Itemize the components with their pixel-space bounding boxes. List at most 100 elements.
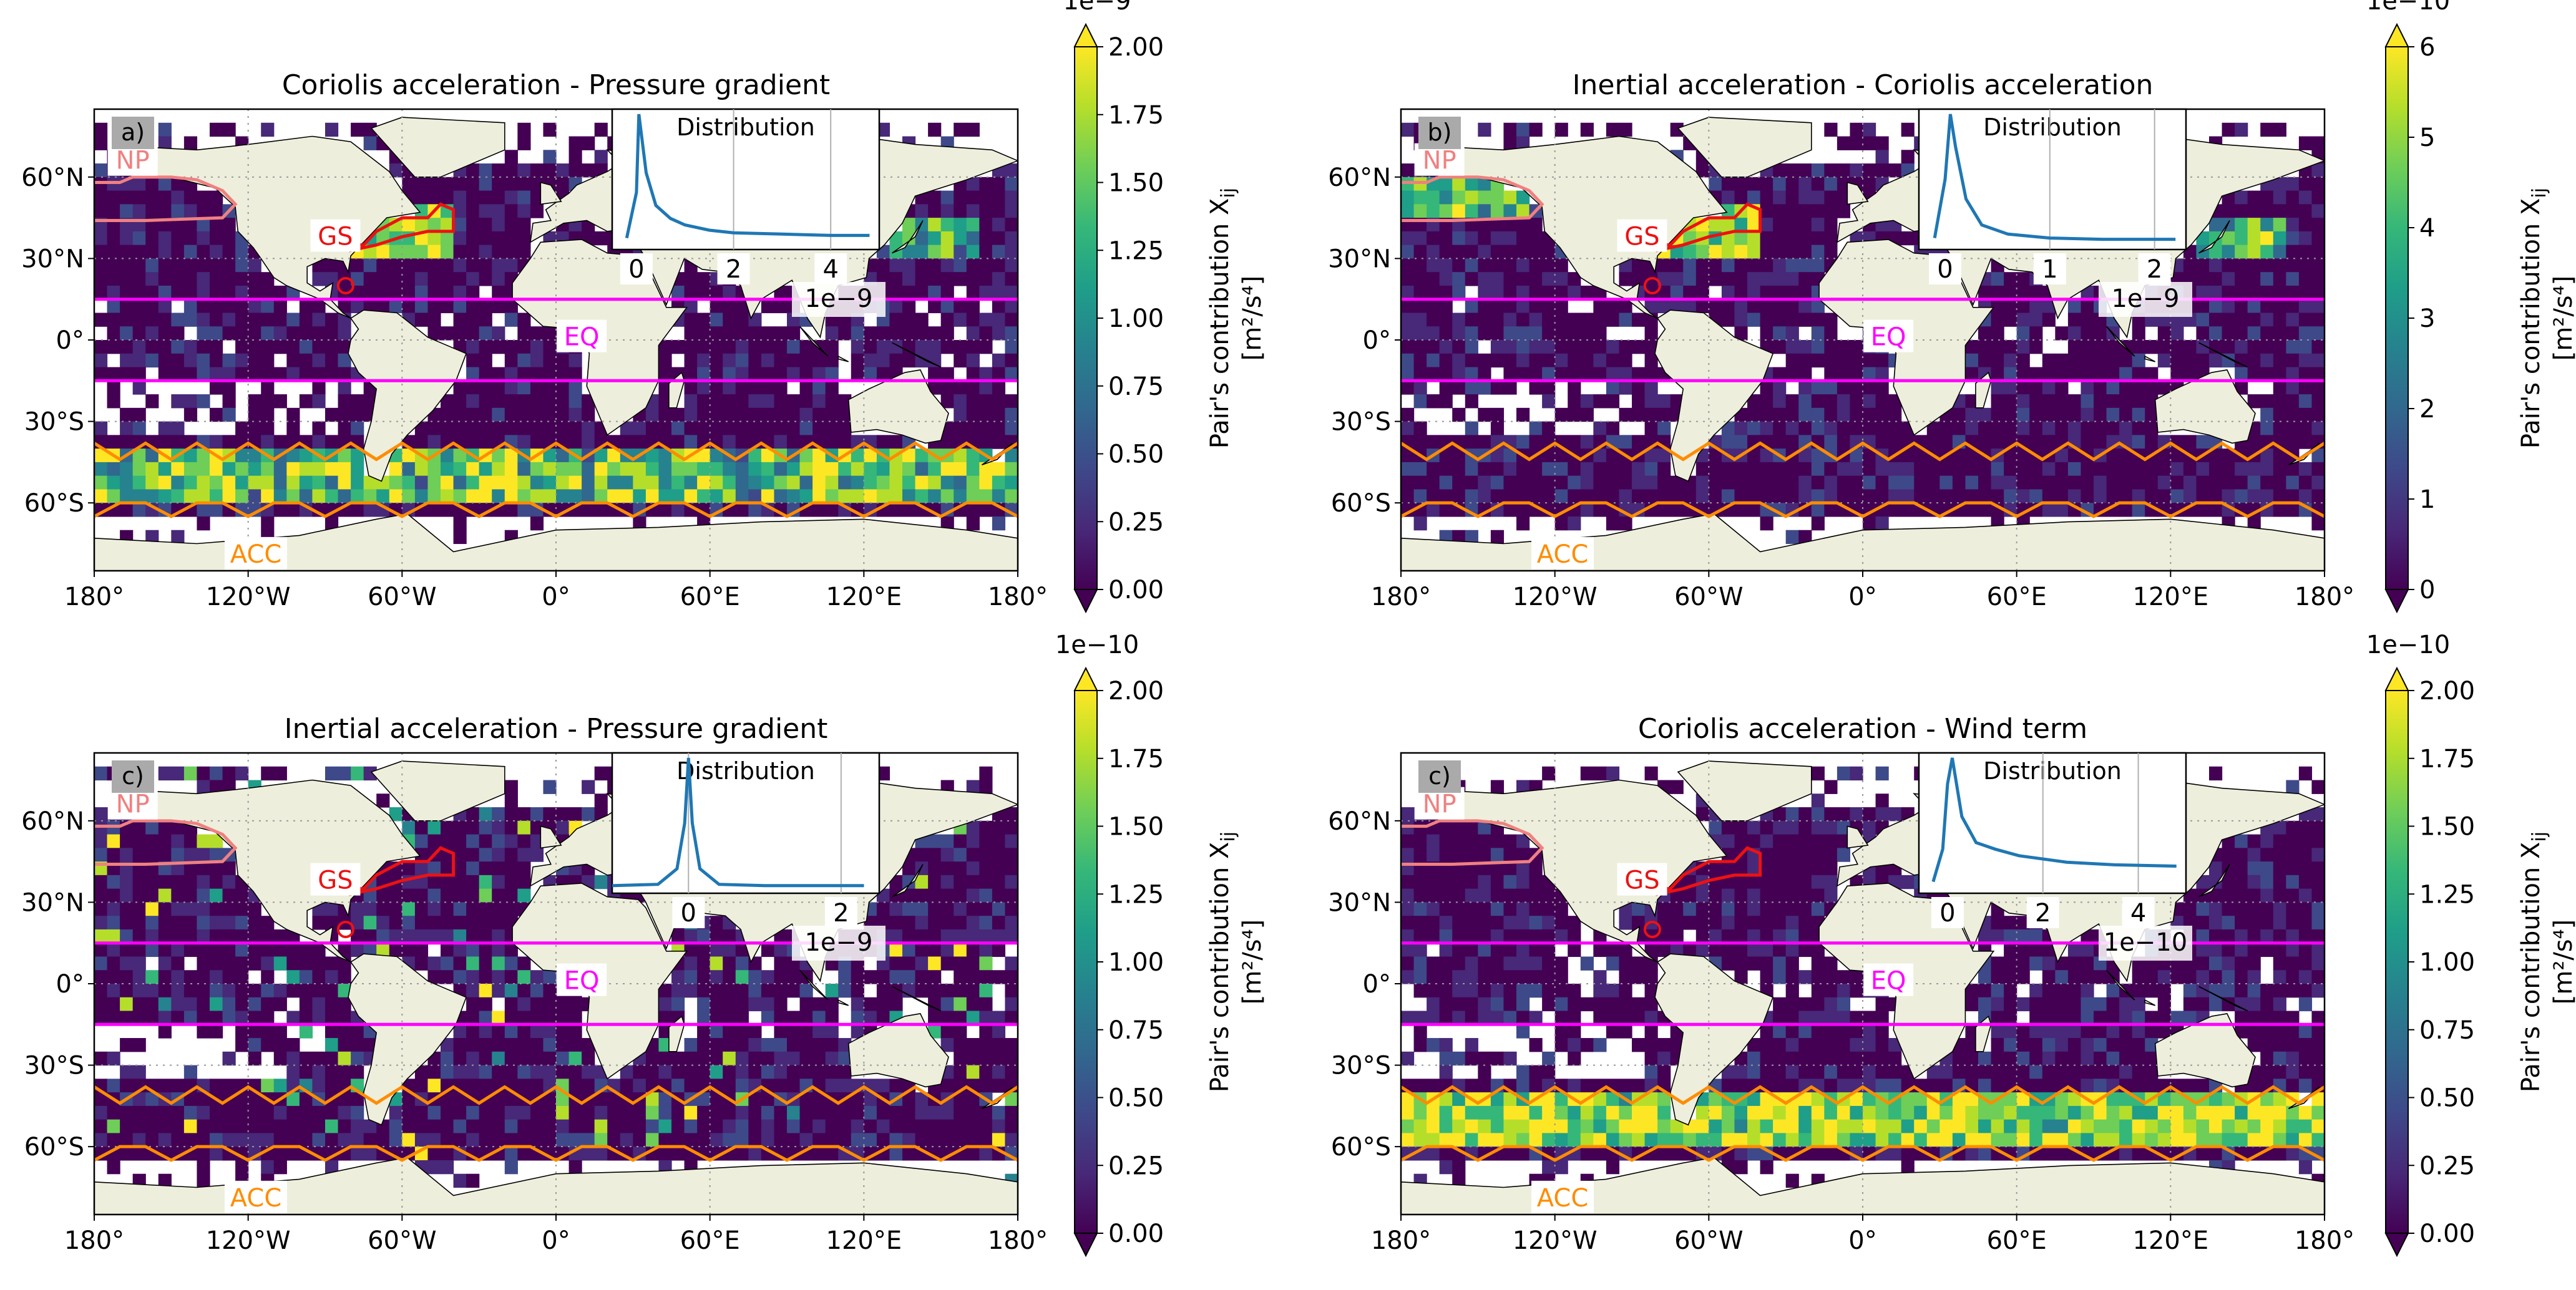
heatmap-cell bbox=[2286, 340, 2299, 354]
heatmap-cell bbox=[2004, 367, 2017, 381]
heatmap-cell bbox=[800, 1133, 813, 1147]
heatmap-cell bbox=[1440, 245, 1453, 259]
heatmap-cell bbox=[107, 1133, 120, 1147]
heatmap-cell bbox=[1734, 231, 1747, 245]
heatmap-cell bbox=[2017, 422, 2030, 435]
heatmap-cell bbox=[1837, 489, 1850, 503]
heatmap-cell bbox=[1683, 258, 1696, 272]
heatmap-cell bbox=[286, 340, 300, 354]
heatmap-cell bbox=[184, 231, 197, 245]
heatmap-cell bbox=[1581, 367, 1594, 381]
heatmap-cell bbox=[94, 984, 107, 997]
heatmap-cell bbox=[235, 984, 248, 997]
heatmap-cell bbox=[351, 123, 364, 137]
heatmap-cell bbox=[466, 929, 479, 943]
heatmap-cell bbox=[1671, 503, 1684, 516]
heatmap-cell bbox=[1786, 462, 1799, 476]
heatmap-cell bbox=[133, 340, 146, 354]
heatmap-cell bbox=[1696, 299, 1709, 313]
heatmap-cell bbox=[1427, 970, 1440, 984]
heatmap-cell bbox=[1530, 889, 1543, 903]
heatmap-cell bbox=[915, 984, 929, 997]
heatmap-cell bbox=[1491, 848, 1504, 861]
heatmap-cell bbox=[1414, 516, 1427, 530]
heatmap-cell bbox=[646, 1065, 659, 1079]
heatmap-cell bbox=[2209, 916, 2222, 929]
heatmap-cell bbox=[2299, 929, 2312, 943]
heatmap-cell bbox=[967, 875, 980, 889]
heatmap-cell bbox=[928, 861, 941, 875]
heatmap-cell bbox=[1876, 422, 1889, 435]
heatmap-cell bbox=[351, 422, 364, 435]
heatmap-cell bbox=[235, 313, 248, 326]
heatmap-cell bbox=[2235, 956, 2248, 970]
heatmap-cell bbox=[145, 821, 159, 835]
heatmap-cell bbox=[120, 848, 133, 861]
heatmap-cell bbox=[2235, 462, 2248, 476]
heatmap-cell bbox=[479, 204, 492, 218]
heatmap-cell bbox=[1542, 367, 1555, 381]
heatmap-cell bbox=[1452, 956, 1465, 970]
heatmap-cell bbox=[145, 177, 159, 191]
heatmap-cell bbox=[325, 970, 338, 984]
heatmap-cell bbox=[274, 1160, 287, 1174]
heatmap-cell bbox=[774, 408, 787, 422]
heatmap-cell bbox=[736, 462, 749, 476]
heatmap-cell bbox=[2029, 422, 2042, 435]
heatmap-cell bbox=[992, 286, 1005, 299]
heatmap-cell bbox=[2196, 902, 2209, 916]
heatmap-cell bbox=[274, 1024, 287, 1038]
heatmap-cell bbox=[1593, 422, 1606, 435]
heatmap-cell bbox=[505, 462, 518, 476]
heatmap-cell bbox=[979, 177, 992, 191]
heatmap-cell bbox=[107, 1079, 120, 1092]
heatmap-cell bbox=[2260, 231, 2273, 245]
heatmap-cell bbox=[1812, 489, 1825, 503]
heatmap-cell bbox=[967, 503, 980, 516]
heatmap-cell bbox=[2311, 875, 2325, 889]
heatmap-cell bbox=[1798, 394, 1812, 408]
heatmap-cell bbox=[1005, 889, 1018, 903]
heatmap-cell bbox=[685, 354, 698, 367]
heatmap-cell bbox=[2299, 435, 2312, 449]
heatmap-cell bbox=[1440, 340, 1453, 354]
heatmap-cell bbox=[2273, 476, 2286, 490]
heatmap-cell bbox=[1503, 137, 1516, 150]
heatmap-cell bbox=[2248, 191, 2261, 205]
heatmap-cell bbox=[466, 821, 479, 835]
heatmap-cell bbox=[2311, 780, 2325, 794]
heatmap-cell bbox=[2119, 408, 2132, 422]
heatmap-cell bbox=[94, 1133, 107, 1147]
heatmap-cell bbox=[1581, 313, 1594, 326]
heatmap-cell bbox=[569, 394, 582, 408]
heatmap-cell bbox=[671, 408, 685, 422]
heatmap-cell bbox=[1005, 204, 1018, 218]
heatmap-cell bbox=[633, 435, 646, 449]
heatmap-cell bbox=[556, 381, 569, 394]
heatmap-cell bbox=[210, 299, 223, 313]
heatmap-cell bbox=[864, 367, 877, 381]
heatmap-cell bbox=[954, 1011, 967, 1025]
heatmap-cell bbox=[915, 1120, 929, 1133]
heatmap-cell bbox=[2286, 258, 2299, 272]
heatmap-cell bbox=[556, 408, 569, 422]
heatmap-cell bbox=[2248, 204, 2261, 218]
heatmap-cell bbox=[569, 462, 582, 476]
heatmap-cell bbox=[466, 489, 479, 503]
heatmap-cell bbox=[826, 435, 839, 449]
heatmap-cell bbox=[710, 1011, 723, 1025]
heatmap-cell bbox=[658, 1106, 671, 1120]
heatmap-cell bbox=[1516, 258, 1530, 272]
heatmap-cell bbox=[569, 1038, 582, 1052]
heatmap-cell bbox=[697, 970, 710, 984]
heatmap-cell bbox=[364, 916, 377, 929]
heatmap-cell bbox=[620, 489, 633, 503]
heatmap-cell bbox=[197, 340, 210, 354]
heatmap-cell bbox=[505, 231, 518, 245]
heatmap-cell bbox=[1542, 340, 1555, 354]
heatmap-cell bbox=[2017, 408, 2030, 422]
heatmap-cell bbox=[133, 916, 146, 929]
heatmap-cell bbox=[787, 1038, 800, 1052]
heatmap-cell bbox=[133, 258, 146, 272]
heatmap-cell bbox=[697, 1011, 710, 1025]
